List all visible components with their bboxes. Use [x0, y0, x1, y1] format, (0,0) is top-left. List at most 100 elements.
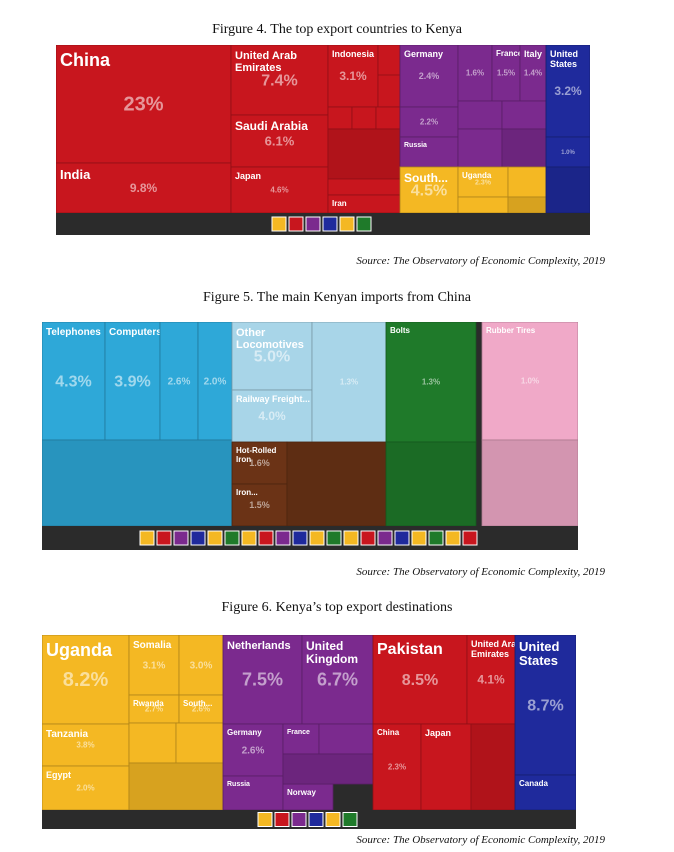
figure-4-treemap: China 23% India 9.8% United Arab Emirates 7.4%…	[56, 45, 590, 235]
fig4-cell-indonesia-value: 3.1%	[339, 69, 367, 83]
fig6-cell-pakistan-value: 8.5%	[402, 672, 438, 689]
fig5-cell-other-locomotives-label: Other	[236, 327, 266, 339]
fig5-cell-railway-freight-label: Railway Freight...	[236, 394, 310, 404]
fig6-cell-south-label: South...	[183, 699, 212, 708]
fig4-cell-india-value: 9.8%	[130, 181, 158, 195]
fig4-cell-indonesia	[327, 45, 379, 108]
fig4-cell-thailand	[327, 106, 353, 130]
fig4-cell-united-arab-emirates-label: United Arab	[235, 50, 297, 62]
fig6-cell-germany	[222, 723, 284, 777]
continent-legend-icon[interactable]	[156, 530, 172, 546]
fig5-cell-railway-freight	[231, 389, 313, 443]
fig5-cell-insulated-wire-value: 2.0%	[204, 376, 227, 387]
fig6-cell-egypt-value: 2.0%	[76, 784, 94, 793]
fig6-cell-canada	[514, 774, 576, 811]
fig6-cell-russia-label: Russia	[227, 781, 250, 788]
continent-legend-icon[interactable]	[305, 216, 321, 232]
continent-legend-icon[interactable]	[309, 530, 325, 546]
fig6-cell-minor	[128, 762, 224, 811]
fig6-cell-minor	[470, 723, 516, 811]
fig4-cell-south-value: 4.5%	[411, 182, 447, 199]
continent-legend-icon[interactable]	[291, 812, 307, 827]
continent-legend-icon[interactable]	[190, 530, 206, 546]
continent-legend-icon[interactable]	[339, 216, 355, 232]
figure-5-treemap: Telephones 4.3% Computers 3.9% 2.6% 2.0% Other…	[42, 322, 578, 550]
fig4-cell-netherlands	[457, 45, 493, 102]
continent-legend-icon[interactable]	[139, 530, 155, 546]
continent-legend-icon[interactable]	[274, 812, 290, 827]
continent-legend-icon[interactable]	[360, 530, 376, 546]
fig4-cell-united-states-label: United	[550, 49, 578, 59]
figure-6-caption: Figure 6. Kenya’s top export destination…	[221, 600, 453, 615]
figure-4-source: Source: The Observatory of Economic Comp…	[356, 255, 605, 267]
continent-legend-icon[interactable]	[343, 530, 359, 546]
fig6-cell-egypt	[42, 765, 130, 811]
fig5-cell-hot-rolled-iron-value: 1.6%	[249, 458, 270, 468]
fig6-cell-netherlands-value: 7.5%	[242, 670, 283, 690]
continent-legend-icon[interactable]	[377, 530, 393, 546]
continent-legend-icon[interactable]	[308, 812, 324, 827]
fig5-cell-iron	[231, 483, 288, 527]
fig4-cell-russia-label: Russia	[404, 142, 427, 149]
fig4-cell-china-value: 23%	[123, 94, 163, 116]
fig4-cell-germany	[399, 45, 459, 108]
fig5-cell-other-locomotives-label-2: Locomotives	[236, 339, 304, 351]
continent-legend-icon[interactable]	[207, 530, 223, 546]
fig5-cell-iron-label: Iron...	[236, 488, 258, 497]
fig5-cell-delivery-trucks-value: 1.3%	[340, 378, 358, 387]
fig4-cell-saudi-arabia-label: Saudi Arabia	[235, 119, 308, 133]
fig6-cell-china	[372, 723, 422, 811]
fig6-cell-tanzania	[42, 723, 130, 767]
fig6-cell-norway	[282, 783, 334, 811]
continent-legend-icon[interactable]	[326, 530, 342, 546]
fig6-cell-canada-label: Canada	[519, 779, 548, 788]
continent-legend-icon[interactable]	[428, 530, 444, 546]
continent-legend-icon[interactable]	[258, 530, 274, 546]
fig6-cell-netherlands-label: Netherlands	[227, 640, 291, 652]
fig6-cell-mauritius	[175, 722, 224, 764]
continent-legend-icon[interactable]	[394, 530, 410, 546]
continent-legend-icon[interactable]	[356, 216, 372, 232]
fig6-cell-sudan	[128, 722, 177, 764]
fig4-cell-united-states-label-2: States	[550, 59, 577, 69]
fig6-cell-pakistan	[372, 635, 468, 725]
continent-legend-icon[interactable]	[462, 530, 478, 546]
fig6-cell-united-kingdom-label-2: Kingdom	[306, 652, 358, 666]
fig6-cell-united-kingdom-value: 6.7%	[317, 670, 358, 690]
fig6-cell-united-kingdom	[301, 635, 374, 725]
continent-legend-icon[interactable]	[275, 530, 291, 546]
continent-legend-icon[interactable]	[271, 216, 287, 232]
fig4-cell-spain	[457, 128, 503, 168]
fig6-cell-china-label: China	[377, 728, 400, 737]
fig4-cell-tanzania	[507, 166, 547, 198]
fig6-cell-united-states-value: 8.7%	[527, 697, 563, 714]
continent-legend-icon[interactable]	[322, 216, 338, 232]
fig4-cell-italy-value: 1.4%	[524, 69, 542, 78]
fig4-cell-united-states	[545, 45, 590, 138]
fig5-cell-rubber-tires-label: Rubber Tires	[486, 326, 536, 335]
fig4-cell-egypt	[457, 196, 509, 214]
fig4-cell-united-arab-emirates-label-2: Emirates	[235, 62, 281, 74]
continent-legend-icon[interactable]	[288, 216, 304, 232]
continent-legend-icon[interactable]	[411, 530, 427, 546]
fig4-cell-minor	[507, 196, 547, 214]
continent-legend-icon[interactable]	[173, 530, 189, 546]
continent-legend-icon[interactable]	[224, 530, 240, 546]
fig4-cell-minor	[327, 128, 401, 180]
fig6-cell-tanzania-label: Tanzania	[46, 729, 88, 740]
fig5-cell-minor	[286, 441, 387, 527]
continent-legend-icon[interactable]	[325, 812, 341, 827]
fig4-cell-united-kingdom-value: 2.2%	[420, 118, 438, 127]
continent-legend-icon[interactable]	[342, 812, 358, 827]
continent-legend-icon[interactable]	[257, 812, 273, 827]
continent-legend-icon[interactable]	[241, 530, 257, 546]
fig4-cell-india	[56, 162, 232, 214]
figure-4-svg: China 23% India 9.8% United ArabEmirates7.4%…	[56, 45, 590, 235]
fig6-cell-france	[282, 723, 320, 755]
continent-legend-icon[interactable]	[292, 530, 308, 546]
fig6-cell-democratic-republic-of-the-congo	[178, 635, 224, 696]
fig6-cell-south-value: 2.6%	[192, 705, 210, 714]
continent-legend-icon[interactable]	[445, 530, 461, 546]
figure-4-caption: Firgure 4. The top export countries to K…	[212, 22, 462, 37]
fig4-cell-germany-label: Germany	[404, 49, 443, 59]
